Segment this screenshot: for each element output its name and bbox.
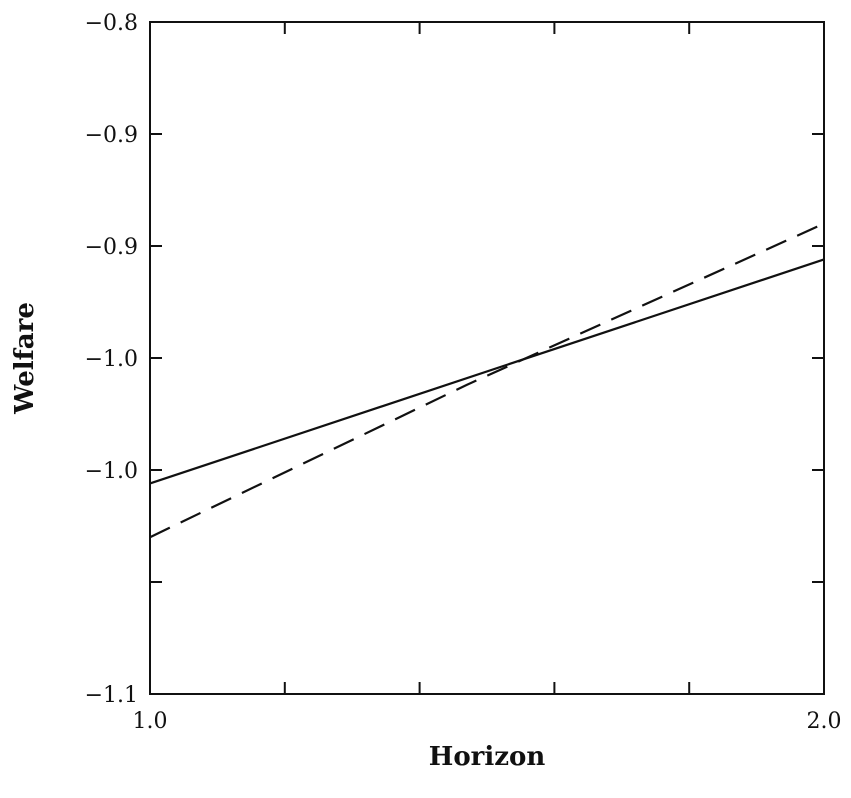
x-tick-label: 1.0 (133, 709, 168, 734)
y-tick-label: −1.1 (85, 683, 138, 708)
dashed-series-line (149, 222, 825, 539)
y-tick-label: −0.9 (85, 123, 138, 148)
y-tick-label: −0.8 (85, 11, 138, 36)
y-tick-label: −1.0 (85, 459, 138, 484)
x-tick-label: 2.0 (807, 709, 842, 734)
series-group (149, 222, 825, 539)
plot-frame (149, 21, 825, 695)
axis-ticks (150, 22, 824, 694)
solid-series-line (149, 258, 825, 485)
y-tick-label: −0.9 (85, 235, 138, 260)
y-axis-title: Welfare (10, 302, 40, 415)
y-tick-label: −1.0 (85, 347, 138, 372)
tick-labels: −0.8 −0.9 −0.9 −1.0 −1.0 −1.11.0 2.0 (85, 11, 842, 734)
x-axis-title: Horizon (429, 742, 546, 772)
